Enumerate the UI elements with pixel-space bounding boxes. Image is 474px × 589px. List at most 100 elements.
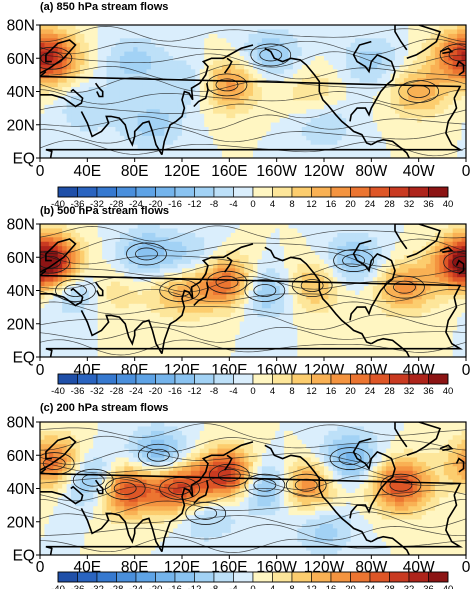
field-cell xyxy=(102,286,108,292)
field-cell xyxy=(408,64,414,70)
field-cell xyxy=(128,232,134,238)
field-cell xyxy=(71,131,77,137)
field-cell xyxy=(253,352,259,357)
field-cell xyxy=(221,281,227,287)
field-cell xyxy=(386,153,392,158)
field-cell xyxy=(40,325,46,331)
field-cell xyxy=(430,33,436,39)
field-cell xyxy=(230,95,236,101)
field-cell xyxy=(168,42,174,48)
field-cell xyxy=(115,325,121,331)
field-cell xyxy=(71,228,77,234)
field-cell xyxy=(97,56,103,62)
field-cell xyxy=(452,69,458,75)
field-cell xyxy=(124,95,130,101)
colorbar-tick-label: 32 xyxy=(404,199,415,210)
field-cell xyxy=(199,224,205,230)
field-cell xyxy=(155,268,161,274)
field-cell xyxy=(239,348,245,354)
field-cell xyxy=(150,232,156,238)
field-cell xyxy=(381,38,387,44)
field-cell xyxy=(310,352,316,357)
field-cell xyxy=(319,118,325,124)
field-cell xyxy=(221,113,227,119)
field-cell xyxy=(253,73,259,79)
field-cell xyxy=(71,299,77,305)
field-cell xyxy=(182,281,188,287)
field-cell xyxy=(319,352,325,357)
field-cell xyxy=(208,153,214,158)
field-cell xyxy=(261,308,267,314)
field-cell xyxy=(150,268,156,274)
field-cell xyxy=(315,78,321,84)
field-cell xyxy=(62,343,68,349)
field-cell xyxy=(319,73,325,79)
field-cell xyxy=(97,224,103,230)
field-cell xyxy=(217,153,223,158)
field-cell xyxy=(284,268,290,274)
field-cell xyxy=(195,268,201,274)
field-cell xyxy=(195,51,201,57)
field-cell xyxy=(319,149,325,155)
field-cell xyxy=(328,100,334,106)
field-cell xyxy=(253,104,259,110)
field-cell xyxy=(142,255,148,261)
field-cell xyxy=(297,153,303,158)
field-cell xyxy=(133,228,139,234)
field-cell xyxy=(230,299,236,305)
colorbar-bin xyxy=(272,186,293,198)
field-cell xyxy=(284,47,290,53)
field-cell xyxy=(434,25,440,31)
field-cell xyxy=(315,277,321,283)
field-cell xyxy=(111,343,117,349)
field-cell xyxy=(279,241,285,247)
field-cell xyxy=(306,47,312,53)
field-cell xyxy=(261,255,267,261)
field-cell xyxy=(79,47,85,53)
field-cell xyxy=(328,325,334,331)
field-cell xyxy=(275,277,281,283)
field-cell xyxy=(57,308,63,314)
field-cell xyxy=(75,272,81,278)
field-cell xyxy=(226,299,232,305)
field-cell xyxy=(204,95,210,101)
field-cell xyxy=(173,303,179,309)
field-cell xyxy=(195,343,201,349)
field-cell xyxy=(221,348,227,354)
field-cell xyxy=(111,122,117,128)
field-cell xyxy=(97,255,103,261)
field-cell xyxy=(48,56,54,62)
field-cell xyxy=(341,25,347,31)
field-cell xyxy=(62,281,68,287)
field-cell xyxy=(168,78,174,84)
field-cell xyxy=(301,118,307,124)
field-cell xyxy=(93,263,99,269)
field-cell xyxy=(115,308,121,314)
field-cell xyxy=(97,343,103,349)
field-cell xyxy=(106,25,112,31)
field-cell xyxy=(284,308,290,314)
field-cell xyxy=(328,224,334,230)
field-cell xyxy=(146,47,152,53)
field-cell xyxy=(133,348,139,354)
field-cell xyxy=(457,104,463,110)
field-cell xyxy=(288,232,294,238)
field-cell xyxy=(399,91,405,97)
field-cell xyxy=(297,87,303,93)
field-cell xyxy=(142,232,148,238)
field-cell xyxy=(173,321,179,327)
field-cell xyxy=(106,334,112,340)
field-cell xyxy=(199,153,205,158)
field-cell xyxy=(133,153,139,158)
field-cell xyxy=(301,330,307,336)
field-cell xyxy=(164,56,170,62)
field-cell xyxy=(284,149,290,155)
field-cell xyxy=(133,95,139,101)
field-cell xyxy=(106,60,112,66)
field-cell xyxy=(75,140,81,146)
field-cell xyxy=(279,303,285,309)
field-cell xyxy=(155,140,161,146)
field-cell xyxy=(408,33,414,39)
field-cell xyxy=(217,140,223,146)
field-cell xyxy=(439,95,445,101)
